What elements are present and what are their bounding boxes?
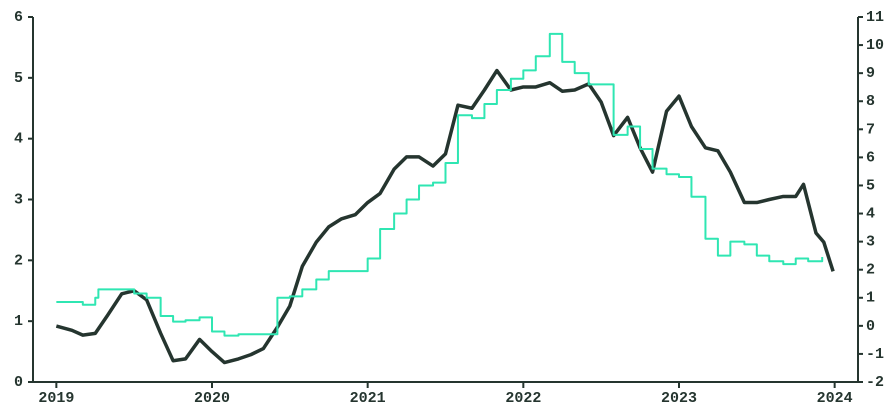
y2-tick-label: 8 xyxy=(866,93,875,110)
series-line xyxy=(56,32,824,337)
y2-tick-label: 3 xyxy=(866,234,875,251)
y2-tick-label: 9 xyxy=(866,65,875,82)
y2-tick-label: 11 xyxy=(866,9,884,26)
y2-tick-label: -1 xyxy=(866,346,884,363)
y2-tick-label: 4 xyxy=(866,206,875,223)
x-tick-label: 2021 xyxy=(350,390,386,407)
y2-tick-label: 5 xyxy=(866,177,875,194)
x-tick-label: 2023 xyxy=(661,390,697,407)
y-tick-label: 3 xyxy=(14,191,23,208)
y-tick-label: 0 xyxy=(14,374,23,391)
x-tick-label: 2019 xyxy=(38,390,74,407)
y2-tick-label: 0 xyxy=(866,318,875,335)
x-tick-label: 2022 xyxy=(505,390,541,407)
x-tick-label: 2024 xyxy=(817,390,853,407)
y2-tick-label: 1 xyxy=(866,290,875,307)
y2-tick-label: 7 xyxy=(866,121,875,138)
y2-tick-label: 6 xyxy=(866,149,875,166)
y-tick-label: 2 xyxy=(14,252,23,269)
series-line xyxy=(55,68,835,365)
y-tick-label: 5 xyxy=(14,70,23,87)
y-tick-label: 6 xyxy=(14,9,23,26)
x-tick-label: 2020 xyxy=(194,390,230,407)
y2-tick-label: 10 xyxy=(866,37,884,54)
y2-tick-label: -2 xyxy=(866,374,884,391)
y2-tick-label: 2 xyxy=(866,262,875,279)
y-tick-label: 4 xyxy=(14,131,23,148)
y-tick-label: 1 xyxy=(14,313,23,330)
